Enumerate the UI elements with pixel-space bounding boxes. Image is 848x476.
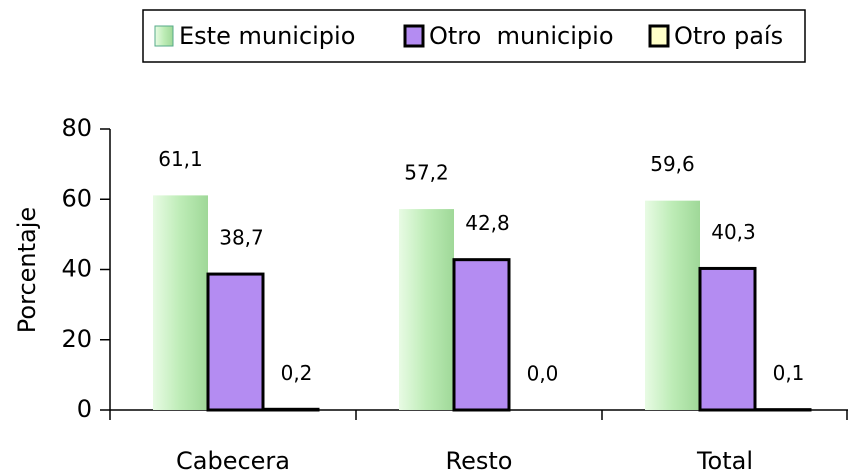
y-tick-label: 20 [61, 325, 92, 353]
bar [206, 272, 265, 412]
value-label: 0,2 [281, 361, 313, 385]
bar [261, 407, 320, 412]
value-label: 38,7 [219, 226, 264, 250]
value-label: 42,8 [465, 211, 510, 235]
value-label: 61,1 [158, 147, 203, 171]
legend-swatch [648, 24, 670, 48]
x-tick-label: Cabecera [176, 447, 290, 475]
x-tick-label: Total [696, 447, 753, 475]
legend-label: Otro municipio [429, 22, 614, 50]
bar [153, 195, 208, 410]
bar [452, 258, 511, 412]
legend-label: Este municipio [179, 22, 355, 50]
value-label: 59,6 [650, 152, 695, 176]
legend-swatch [403, 24, 425, 48]
x-tick-label: Resto [446, 447, 513, 475]
value-label: 0,0 [527, 362, 559, 386]
bar [399, 209, 454, 410]
y-tick-label: 40 [61, 255, 92, 283]
legend-label: Otro país [674, 22, 783, 50]
value-label: 57,2 [404, 161, 449, 185]
legend-swatch [154, 25, 174, 47]
value-label: 40,3 [711, 220, 756, 244]
y-tick-label: 0 [77, 395, 92, 423]
y-tick-label: 80 [61, 114, 92, 142]
y-tick-label: 60 [61, 184, 92, 212]
legend-box [142, 9, 806, 63]
bar [645, 200, 700, 410]
value-label: 0,1 [773, 361, 805, 385]
y-axis-label: Porcentaje [13, 207, 41, 333]
bar [698, 266, 757, 412]
